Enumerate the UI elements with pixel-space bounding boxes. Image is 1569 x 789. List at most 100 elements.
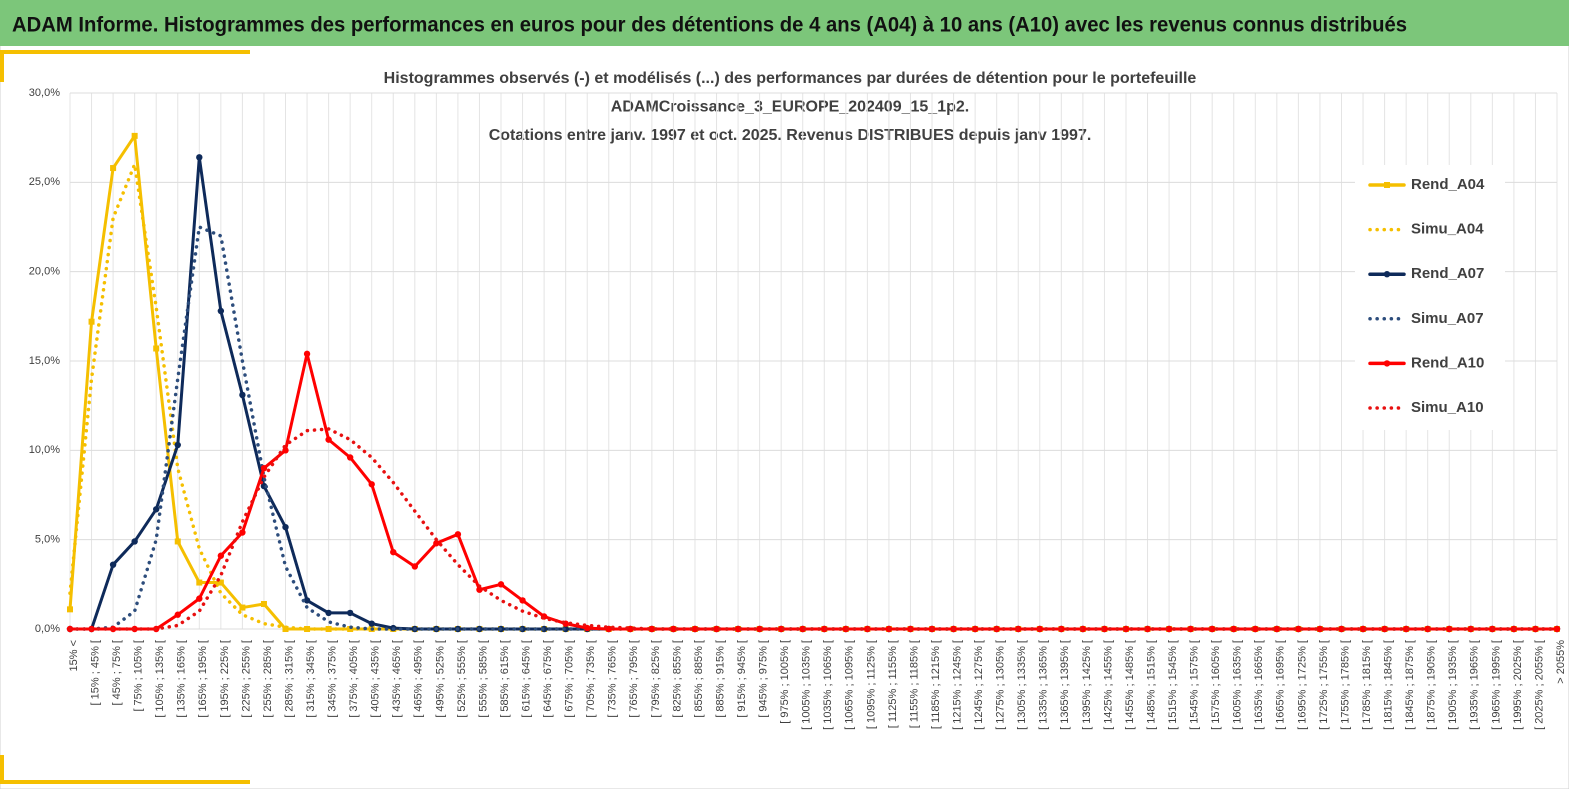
marker: [325, 609, 332, 617]
marker: [282, 447, 289, 454]
x-tick-label: [ 1095% ; 1125% [: [865, 640, 877, 729]
x-tick-label: [ 1485% ; 1515% [: [1145, 640, 1157, 730]
x-tick-label: [ 885% ; 915% [: [714, 640, 726, 718]
marker: [239, 529, 246, 536]
x-tick-label: [ 1605% ; 1635% [: [1232, 640, 1244, 730]
marker: [713, 625, 720, 633]
marker: [196, 154, 203, 161]
marker: [88, 318, 95, 325]
marker: [1165, 625, 1173, 633]
marker: [368, 620, 375, 627]
x-tick-label: [ 435% ; 465% [: [391, 640, 403, 718]
x-tick-label: [ 1905% ; 1935% [: [1447, 640, 1459, 730]
x-tick-label: [ 1245% ; 1275% [: [973, 640, 985, 730]
x-tick-label: [ 345% ; 375% [: [327, 640, 339, 718]
x-tick-label: [ 225% ; 255% [: [240, 640, 252, 718]
x-tick-label: [ 975% ; 1005% [: [779, 640, 791, 724]
marker: [196, 579, 203, 586]
x-tick-label: [ 1995% ; 2025% [: [1512, 640, 1524, 730]
x-tick-label: [ 495% ; 525% [: [434, 640, 446, 718]
marker: [217, 552, 225, 559]
x-tick-label: [ 855% ; 885% [: [693, 640, 705, 718]
x-tick-label: [ 645% ; 675% [: [542, 640, 554, 718]
x-tick-label: [ 315% ; 345% [: [305, 640, 317, 718]
marker: [260, 600, 267, 607]
y-tick-label: 30,0%: [29, 87, 60, 99]
x-tick-label: [ 75% ; 105% [: [133, 640, 145, 712]
x-tick-label: [ 1695% ; 1725% [: [1296, 640, 1308, 730]
x-tick-label: [ 1365% ; 1395% [: [1059, 640, 1071, 730]
marker: [303, 597, 311, 604]
marker: [648, 625, 656, 633]
x-tick-label: [ 735% ; 765% [: [607, 640, 619, 718]
legend-box: [1355, 165, 1505, 430]
x-tick-label: [ 1035% ; 1065% [: [822, 640, 834, 730]
marker: [239, 604, 246, 611]
x-tick-label: [ 285% ; 315% [: [283, 640, 295, 718]
x-tick-label: [ 1815% ; 1845% [: [1383, 640, 1395, 730]
legend-label: Rend_A10: [1411, 354, 1484, 371]
marker: [691, 625, 699, 633]
x-tick-label: [ 1845% ; 1875% [: [1404, 640, 1416, 730]
chart-title-line: Histogrammes observés (-) et modélisés (…: [384, 70, 1197, 87]
x-tick-label: [ 165% ; 195% [: [197, 640, 209, 718]
marker: [174, 441, 181, 449]
x-tick-label: [ 915% ; 945% [: [736, 640, 748, 718]
x-tick-label: [ 1155% ; 1185% [: [908, 640, 920, 728]
marker: [1338, 625, 1345, 633]
x-tick-label: [ 1665% ; 1695% [: [1275, 640, 1287, 730]
legend-label: Simu_A04: [1411, 221, 1484, 238]
x-tick-label: [ 1935% ; 1965% [: [1469, 640, 1481, 730]
marker: [433, 540, 440, 547]
x-tick-label: [ 375% ; 405% [: [348, 640, 360, 718]
marker: [153, 506, 160, 513]
marker: [497, 581, 505, 588]
x-tick-label: [ 1545% ; 1575% [: [1189, 640, 1201, 730]
marker: [346, 609, 354, 617]
marker: [368, 481, 375, 488]
x-tick-label: [ 135% ; 165% [: [176, 640, 188, 718]
x-tick-label: [ 1575% ; 1605% [: [1210, 640, 1222, 730]
x-tick-label: [ 1725% ; 1755% [: [1318, 640, 1330, 730]
series-line: [68, 427, 1559, 631]
marker: [282, 626, 289, 632]
y-tick-label: 0,0%: [35, 623, 60, 635]
marker: [1553, 625, 1561, 633]
legend-label: Simu_A10: [1411, 399, 1484, 416]
x-tick-label: [ 195% ; 225% [: [219, 640, 231, 718]
x-tick-label: [ 1005% ; 1035% [: [801, 640, 813, 730]
marker: [519, 597, 526, 604]
x-tick-label: [ 795% ; 825% [: [650, 640, 662, 718]
marker: [1316, 625, 1324, 633]
header-title: ADAM Informe. Histogrammes des performan…: [12, 14, 1407, 37]
marker: [1187, 625, 1194, 633]
x-tick-label: [ 705% ; 735% [: [585, 640, 597, 718]
marker: [239, 391, 246, 399]
marker: [670, 625, 677, 633]
x-tick-label: [ 585% ; 615% [: [499, 640, 511, 718]
y-tick-label: 10,0%: [29, 444, 60, 456]
marker: [325, 436, 332, 443]
x-tick-label: > 2055%: [1555, 640, 1567, 684]
x-tick-label: [ 1965% ; 1995% [: [1490, 640, 1502, 730]
marker: [109, 561, 117, 568]
corner-accent: [0, 50, 250, 54]
marker: [131, 132, 138, 139]
corner-accent: [0, 755, 4, 784]
y-tick-label: 5,0%: [35, 534, 60, 546]
x-tick-label: [ 1275% ; 1305% [: [995, 640, 1007, 730]
legend-marker: [1383, 360, 1391, 367]
x-tick-label: [ 1125% ; 1155% [: [887, 640, 899, 728]
x-tick-label: [ 465% ; 495% [: [413, 640, 425, 718]
marker: [153, 345, 160, 352]
marker: [67, 606, 73, 613]
chart-title-line: ADAMCroissance_3_EUROPE_202409_15_1p2.: [611, 99, 969, 116]
header-bar: [0, 0, 1569, 46]
marker: [260, 465, 268, 472]
x-tick-label: [ 15% ; 45% [: [89, 640, 101, 705]
y-tick-label: 20,0%: [29, 266, 60, 278]
marker: [217, 307, 225, 315]
x-tick-label: [ 1335% ; 1365% [: [1038, 640, 1050, 730]
